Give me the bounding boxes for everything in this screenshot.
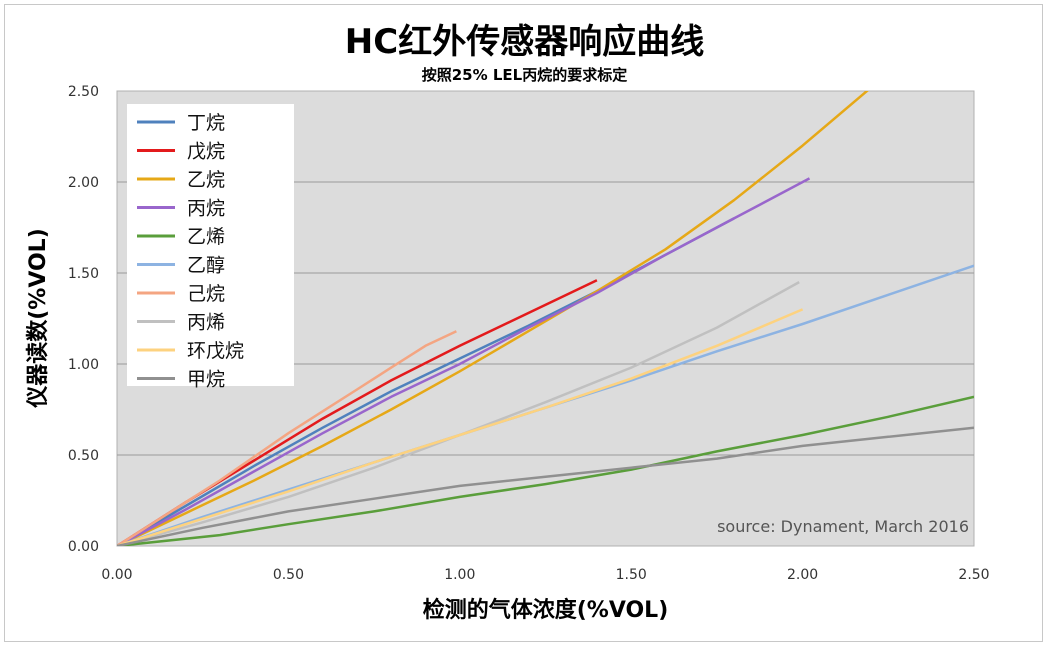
y-tick-label: 0.00: [68, 539, 99, 555]
y-tick-label: 1.50: [68, 266, 99, 282]
legend-label: 乙烷: [187, 169, 225, 191]
legend-label: 甲烷: [187, 369, 225, 391]
source-annotation: source: Dynament, March 2016: [717, 517, 969, 536]
series-line: [117, 91, 869, 546]
chart-subtitle: 按照25% LEL丙烷的要求标定: [421, 66, 628, 84]
y-axis-label: 仪器读数(%VOL): [26, 228, 51, 408]
series-line: [117, 395, 974, 546]
x-tick-label: 0.00: [101, 567, 132, 583]
legend-label: 乙醇: [187, 255, 225, 277]
series-line: [117, 330, 457, 546]
legend-label: 己烷: [187, 283, 225, 305]
legend-label: 丁烷: [187, 112, 225, 134]
legend-label: 丙烷: [187, 198, 225, 220]
y-tick-label: 2.50: [68, 84, 99, 100]
series-line: [117, 426, 974, 546]
x-tick-label: 1.50: [616, 567, 647, 583]
x-tick-label: 2.50: [958, 567, 989, 583]
legend-label: 丙烯: [187, 312, 225, 334]
legend-label: 乙烯: [187, 226, 225, 248]
chart-title: HC红外传感器响应曲线: [344, 22, 705, 62]
x-axis-label: 检测的气体浓度(%VOL): [422, 598, 669, 623]
y-tick-label: 0.50: [68, 448, 99, 464]
y-tick-label: 2.00: [68, 175, 99, 191]
legend-label: 环戊烷: [187, 340, 244, 362]
x-tick-label: 0.50: [273, 567, 304, 583]
legend-label: 戊烷: [187, 141, 225, 163]
series-line: [117, 177, 811, 546]
y-tick-label: 1.00: [68, 357, 99, 373]
x-tick-label: 2.00: [787, 567, 818, 583]
chart-frame: [4, 4, 1043, 642]
series-line: [117, 308, 804, 546]
x-tick-label: 1.00: [444, 567, 475, 583]
